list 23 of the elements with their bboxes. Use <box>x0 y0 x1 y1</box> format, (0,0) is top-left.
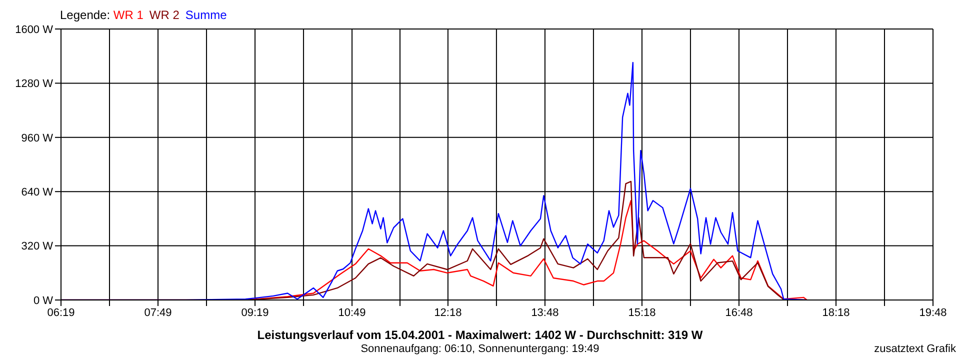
legend-title: Legende: <box>60 8 112 22</box>
x-tick-label: 12:18 <box>434 306 462 319</box>
x-tick-label: 19:48 <box>919 306 947 319</box>
y-tick-label: 0 W <box>33 294 54 307</box>
text: Summe <box>185 8 227 22</box>
y-tick-label: 320 W <box>21 240 54 253</box>
x-tick-label: 16:48 <box>725 306 753 319</box>
x-tick-label: 13:48 <box>531 306 559 319</box>
text: Leistungsverlauf vom 15.04.2001 - Maximalwert: 1402 W - Durchschnitt: 319 W <box>256 328 704 342</box>
text: zusatztext Grafik <box>874 343 956 355</box>
y-tick-label: 640 W <box>21 186 54 199</box>
y-tick-label: 1280 W <box>15 78 54 90</box>
y-tick-label: 960 W <box>21 132 54 144</box>
x-tick-label: 09:19 <box>241 306 269 319</box>
y-tick-label: 1600 W <box>15 24 54 36</box>
text: Sonnenaufgang: 06:10, Sonnenuntergang: 19:49 <box>360 343 600 355</box>
x-tick-label: 07:49 <box>144 306 172 319</box>
x-tick-label: 06:19 <box>47 306 75 319</box>
x-tick-label: 15:18 <box>628 306 656 319</box>
x-tick-label: 18:18 <box>822 306 850 319</box>
text: WR 2 <box>149 8 180 22</box>
x-tick-label: 10:49 <box>338 306 366 319</box>
text: WR 1 <box>113 8 144 22</box>
